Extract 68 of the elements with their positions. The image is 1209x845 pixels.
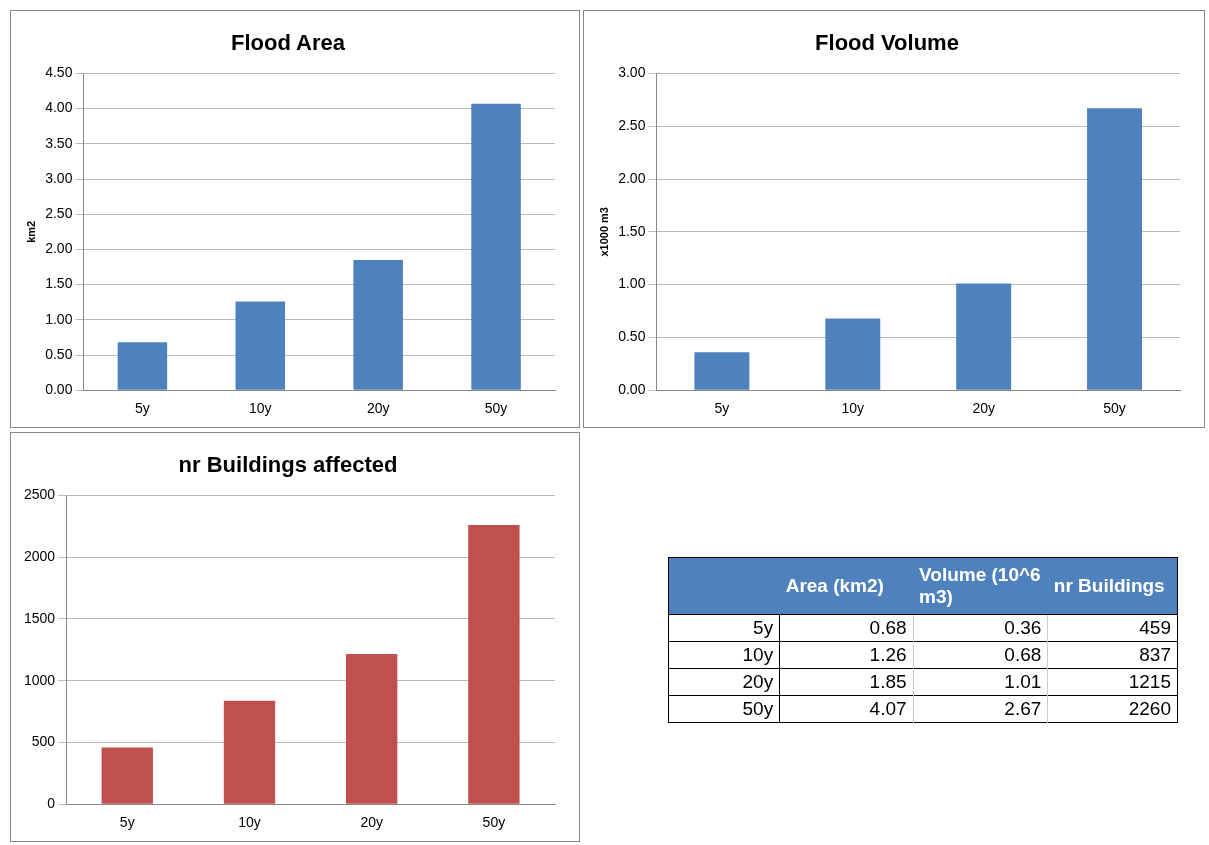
bar bbox=[117, 342, 168, 390]
y-axis-title: x1000 m3 bbox=[597, 207, 610, 257]
data-label: 0.36 bbox=[913, 614, 1048, 642]
x-tick-label: 20y bbox=[366, 400, 390, 417]
data-label: 1.85 bbox=[779, 668, 914, 696]
data-label: 0.68 bbox=[913, 641, 1048, 669]
data-label: 837 bbox=[1047, 641, 1178, 669]
x-tick-label: 20y bbox=[360, 814, 383, 831]
x-tick-label: 50y bbox=[484, 400, 508, 417]
data-label: 1.01 bbox=[913, 668, 1048, 696]
y-tick-label: 1500 bbox=[23, 609, 56, 626]
category-label: 50y bbox=[668, 695, 780, 723]
bar bbox=[694, 352, 750, 390]
data-label: 4.07 bbox=[779, 695, 914, 723]
y-tick-label: 2.00 bbox=[618, 169, 646, 186]
y-tick-label: 3.00 bbox=[45, 169, 73, 186]
y-tick-label: 1.50 bbox=[618, 222, 646, 239]
bar bbox=[956, 283, 1012, 390]
x-tick-label: 10y bbox=[248, 400, 272, 417]
y-tick-label: 0.50 bbox=[45, 345, 73, 362]
bar bbox=[235, 301, 286, 390]
y-tick-label: 0 bbox=[47, 795, 56, 812]
y-tick-label: 2000 bbox=[23, 548, 56, 565]
category-label: 10y bbox=[668, 641, 780, 669]
bar bbox=[223, 700, 276, 804]
data-label: 1.26 bbox=[779, 641, 914, 669]
bar bbox=[346, 654, 398, 804]
data-label: 1215 bbox=[1047, 668, 1178, 696]
y-tick-label: 1000 bbox=[23, 671, 56, 688]
y-axis-title: km2 bbox=[24, 220, 37, 243]
x-tick-label: 50y bbox=[1103, 400, 1126, 417]
y-tick-label: 0.00 bbox=[618, 381, 646, 398]
x-tick-label: 20y bbox=[972, 400, 995, 417]
bar bbox=[353, 259, 403, 390]
x-tick-label: 10y bbox=[841, 400, 865, 417]
x-tick-label: 5y bbox=[134, 400, 150, 417]
x-tick-label: 50y bbox=[482, 814, 506, 831]
y-tick-label: 4.50 bbox=[45, 64, 73, 81]
bar bbox=[468, 525, 520, 804]
data-label: 2260 bbox=[1047, 695, 1178, 723]
x-tick-label: 10y bbox=[238, 814, 261, 831]
y-tick-label: 1.00 bbox=[45, 310, 73, 327]
x-tick-label: 5y bbox=[714, 400, 730, 417]
category-label: 5y bbox=[668, 614, 780, 642]
bar bbox=[1087, 108, 1143, 390]
data-label: 459 bbox=[1047, 614, 1178, 642]
y-tick-label: 0.50 bbox=[618, 328, 646, 345]
chart-title: nr Buildings affected bbox=[178, 452, 398, 478]
chart-title: Flood Area bbox=[230, 30, 346, 56]
x-tick-label: 5y bbox=[119, 814, 135, 831]
data-label: 0.68 bbox=[779, 614, 914, 642]
y-tick-label: 500 bbox=[31, 733, 56, 750]
y-tick-label: 3.00 bbox=[618, 64, 646, 81]
data-label: 2.67 bbox=[913, 695, 1048, 723]
y-tick-label: 1.00 bbox=[618, 275, 646, 292]
y-tick-label: 2500 bbox=[23, 486, 56, 503]
y-tick-label: 0.00 bbox=[45, 381, 73, 398]
bar bbox=[101, 747, 153, 804]
y-tick-label: 2.50 bbox=[45, 205, 73, 222]
chart-title: Flood Volume bbox=[815, 30, 959, 56]
bar bbox=[471, 103, 521, 390]
y-tick-label: 2.00 bbox=[45, 240, 73, 257]
category-label: 20y bbox=[668, 668, 780, 696]
y-tick-label: 1.50 bbox=[45, 275, 73, 292]
y-tick-label: 3.50 bbox=[45, 134, 73, 151]
bar bbox=[825, 318, 881, 390]
y-tick-label: 4.00 bbox=[45, 99, 73, 116]
y-tick-label: 2.50 bbox=[618, 117, 646, 134]
